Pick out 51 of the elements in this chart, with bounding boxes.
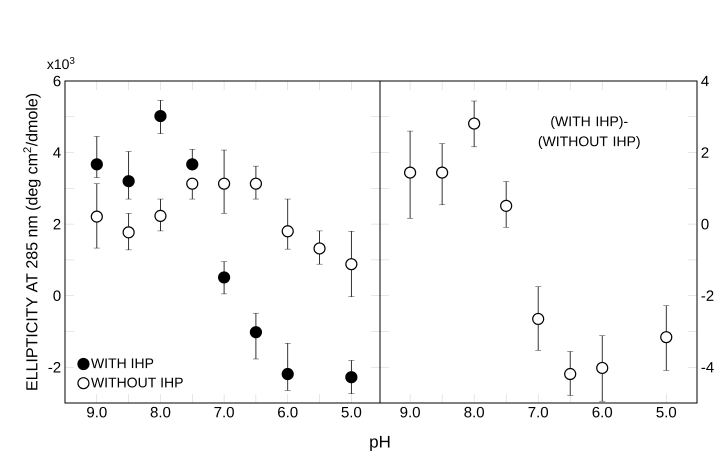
point [436,166,448,179]
x-tick-label: 8.0 [464,406,484,418]
y-tick-label: 0 [53,290,61,301]
y2-tick-label: 0 [701,218,709,230]
x-axis-title: pH [370,436,390,452]
point [345,371,358,384]
y2-tick-label: 4 [701,76,709,86]
point [282,225,294,238]
point [186,158,198,170]
y2-tick-label: -4 [701,362,714,372]
point [122,226,135,238]
x-tick-label: 8.0 [150,406,170,418]
y-axis-title: ELLIPTICITY AT 285 nm (deg cm$^{2}$/dmole) [23,94,41,390]
point [90,158,103,170]
point [250,178,262,190]
point [564,368,576,380]
legend-label: WITH IHP [91,358,154,368]
x-tick-label: 5.0 [656,406,676,418]
x-tick-label: 6.0 [592,406,612,418]
point [313,242,326,255]
y-tick-label: 6 [54,76,61,86]
point [282,368,294,380]
point [250,326,262,338]
point [532,312,544,326]
point [596,362,608,374]
point [218,271,230,284]
y-tick-label: 4 [53,147,61,158]
point [660,331,672,344]
point [90,210,103,223]
point [345,258,358,270]
point [218,178,230,190]
x-tick-label: 7.0 [214,406,234,418]
x-tick-label: 9.0 [400,406,420,418]
x-tick-label: 9.0 [87,406,107,418]
y2-tick-label: 2 [702,147,708,158]
x-tick-label: 6.0 [278,406,298,418]
annotation: (WITH IHP)- (WITHOUT IHP) [538,116,640,150]
text: x10$^{3}$ [46,56,74,70]
point [500,200,512,212]
y-tick-label: -2 [48,362,60,372]
x-tick-label: 7.0 [528,406,548,418]
point [154,210,167,222]
point [468,117,480,130]
legend-label: WITHOUT IHP [91,378,183,388]
point [404,166,416,179]
point [122,175,135,188]
point [186,178,198,190]
y-tick-label: 2 [54,218,60,230]
point [154,110,167,122]
y2-tick-label: -2 [701,290,714,301]
x-tick-label: 5.0 [342,406,362,418]
